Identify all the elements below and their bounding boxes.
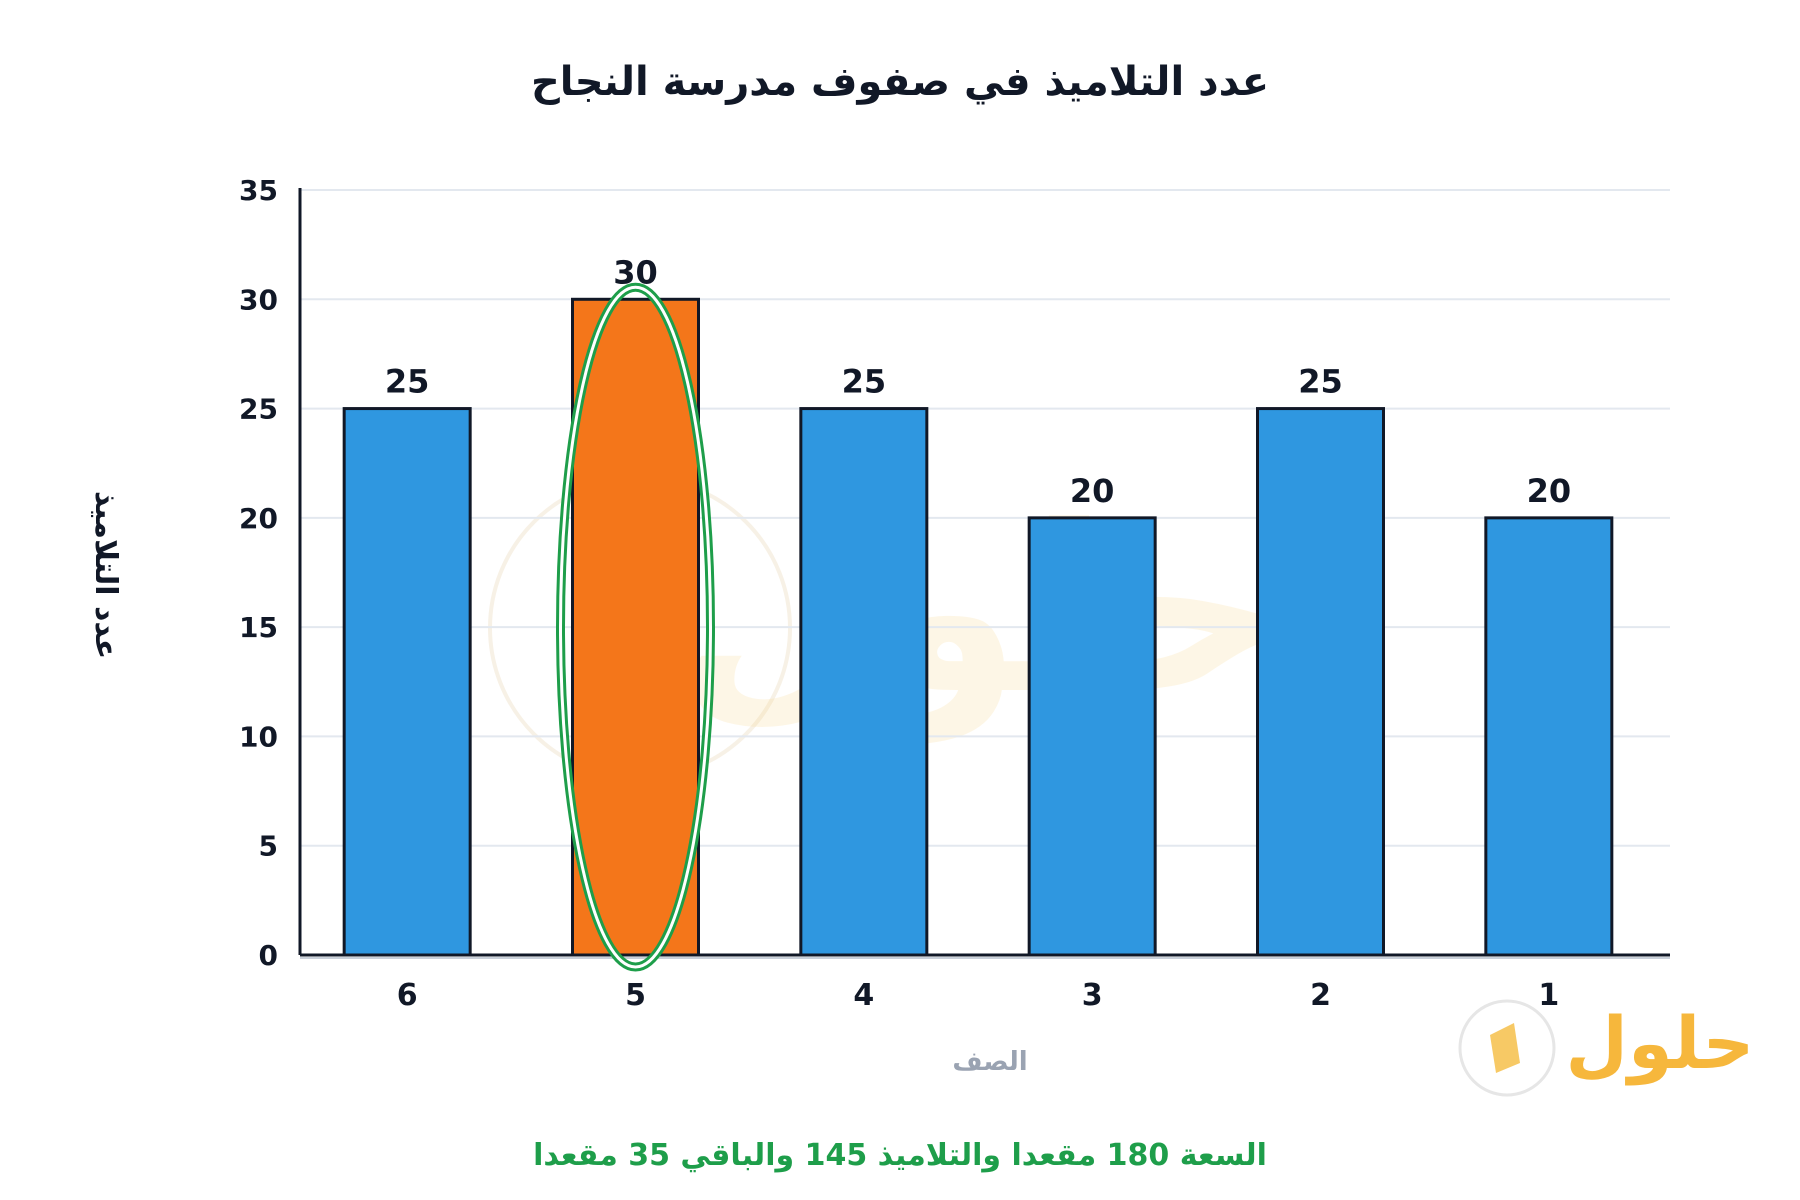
y-tick-label: 20 bbox=[239, 502, 278, 535]
logo: حلول bbox=[1458, 999, 1755, 1097]
data-label: 25 bbox=[385, 363, 430, 401]
x-tick-label: 6 bbox=[397, 978, 418, 1013]
bar bbox=[1256, 407, 1385, 957]
bar bbox=[342, 407, 472, 957]
bars bbox=[342, 297, 1614, 957]
y-tick-label: 35 bbox=[239, 174, 278, 207]
highlight-ellipse-inner bbox=[559, 285, 712, 969]
y-axis-label: عدد التلاميذ bbox=[88, 491, 123, 659]
x-axis-label: الصف bbox=[952, 1047, 1027, 1077]
bar bbox=[1027, 516, 1157, 957]
watermark-text: حلول bbox=[678, 478, 1281, 747]
book-icon bbox=[1490, 1023, 1520, 1073]
y-tick-label: 0 bbox=[259, 939, 278, 972]
chart-title: عدد التلاميذ في صفوف مدرسة النجاح bbox=[531, 59, 1269, 105]
y-tick-labels: 0 5 10 15 20 25 30 35 bbox=[239, 174, 278, 972]
x-tick-labels: 6 5 4 3 2 1 bbox=[397, 978, 1560, 1013]
x-tick-label: 5 bbox=[625, 978, 646, 1013]
x-tick-label: 2 bbox=[1310, 978, 1331, 1013]
x-tick-label: 3 bbox=[1082, 978, 1103, 1013]
y-tick-label: 30 bbox=[239, 283, 278, 316]
bar bbox=[799, 407, 929, 957]
y-tick-label: 15 bbox=[239, 611, 278, 644]
data-label: 25 bbox=[1298, 363, 1343, 401]
watermark: حلول bbox=[488, 476, 1282, 780]
data-label: 20 bbox=[1527, 472, 1572, 510]
data-label: 20 bbox=[1070, 472, 1115, 510]
axes bbox=[298, 188, 1670, 959]
y-tick-label: 10 bbox=[239, 720, 278, 753]
y-tick-label: 5 bbox=[259, 830, 278, 863]
highlight-ellipse bbox=[556, 282, 715, 972]
data-label: 25 bbox=[842, 363, 887, 401]
footer-note: السعة 180 مقعدا والتلاميذ 145 والباقي 35… bbox=[533, 1138, 1267, 1173]
x-tick-label: 1 bbox=[1538, 978, 1559, 1013]
bar bbox=[1484, 516, 1614, 957]
y-tick-label: 25 bbox=[239, 393, 278, 426]
x-tick-label: 4 bbox=[853, 978, 874, 1013]
bar bbox=[571, 297, 700, 957]
grid-lines bbox=[300, 189, 1670, 847]
logo-text: حلول bbox=[1566, 1001, 1755, 1086]
